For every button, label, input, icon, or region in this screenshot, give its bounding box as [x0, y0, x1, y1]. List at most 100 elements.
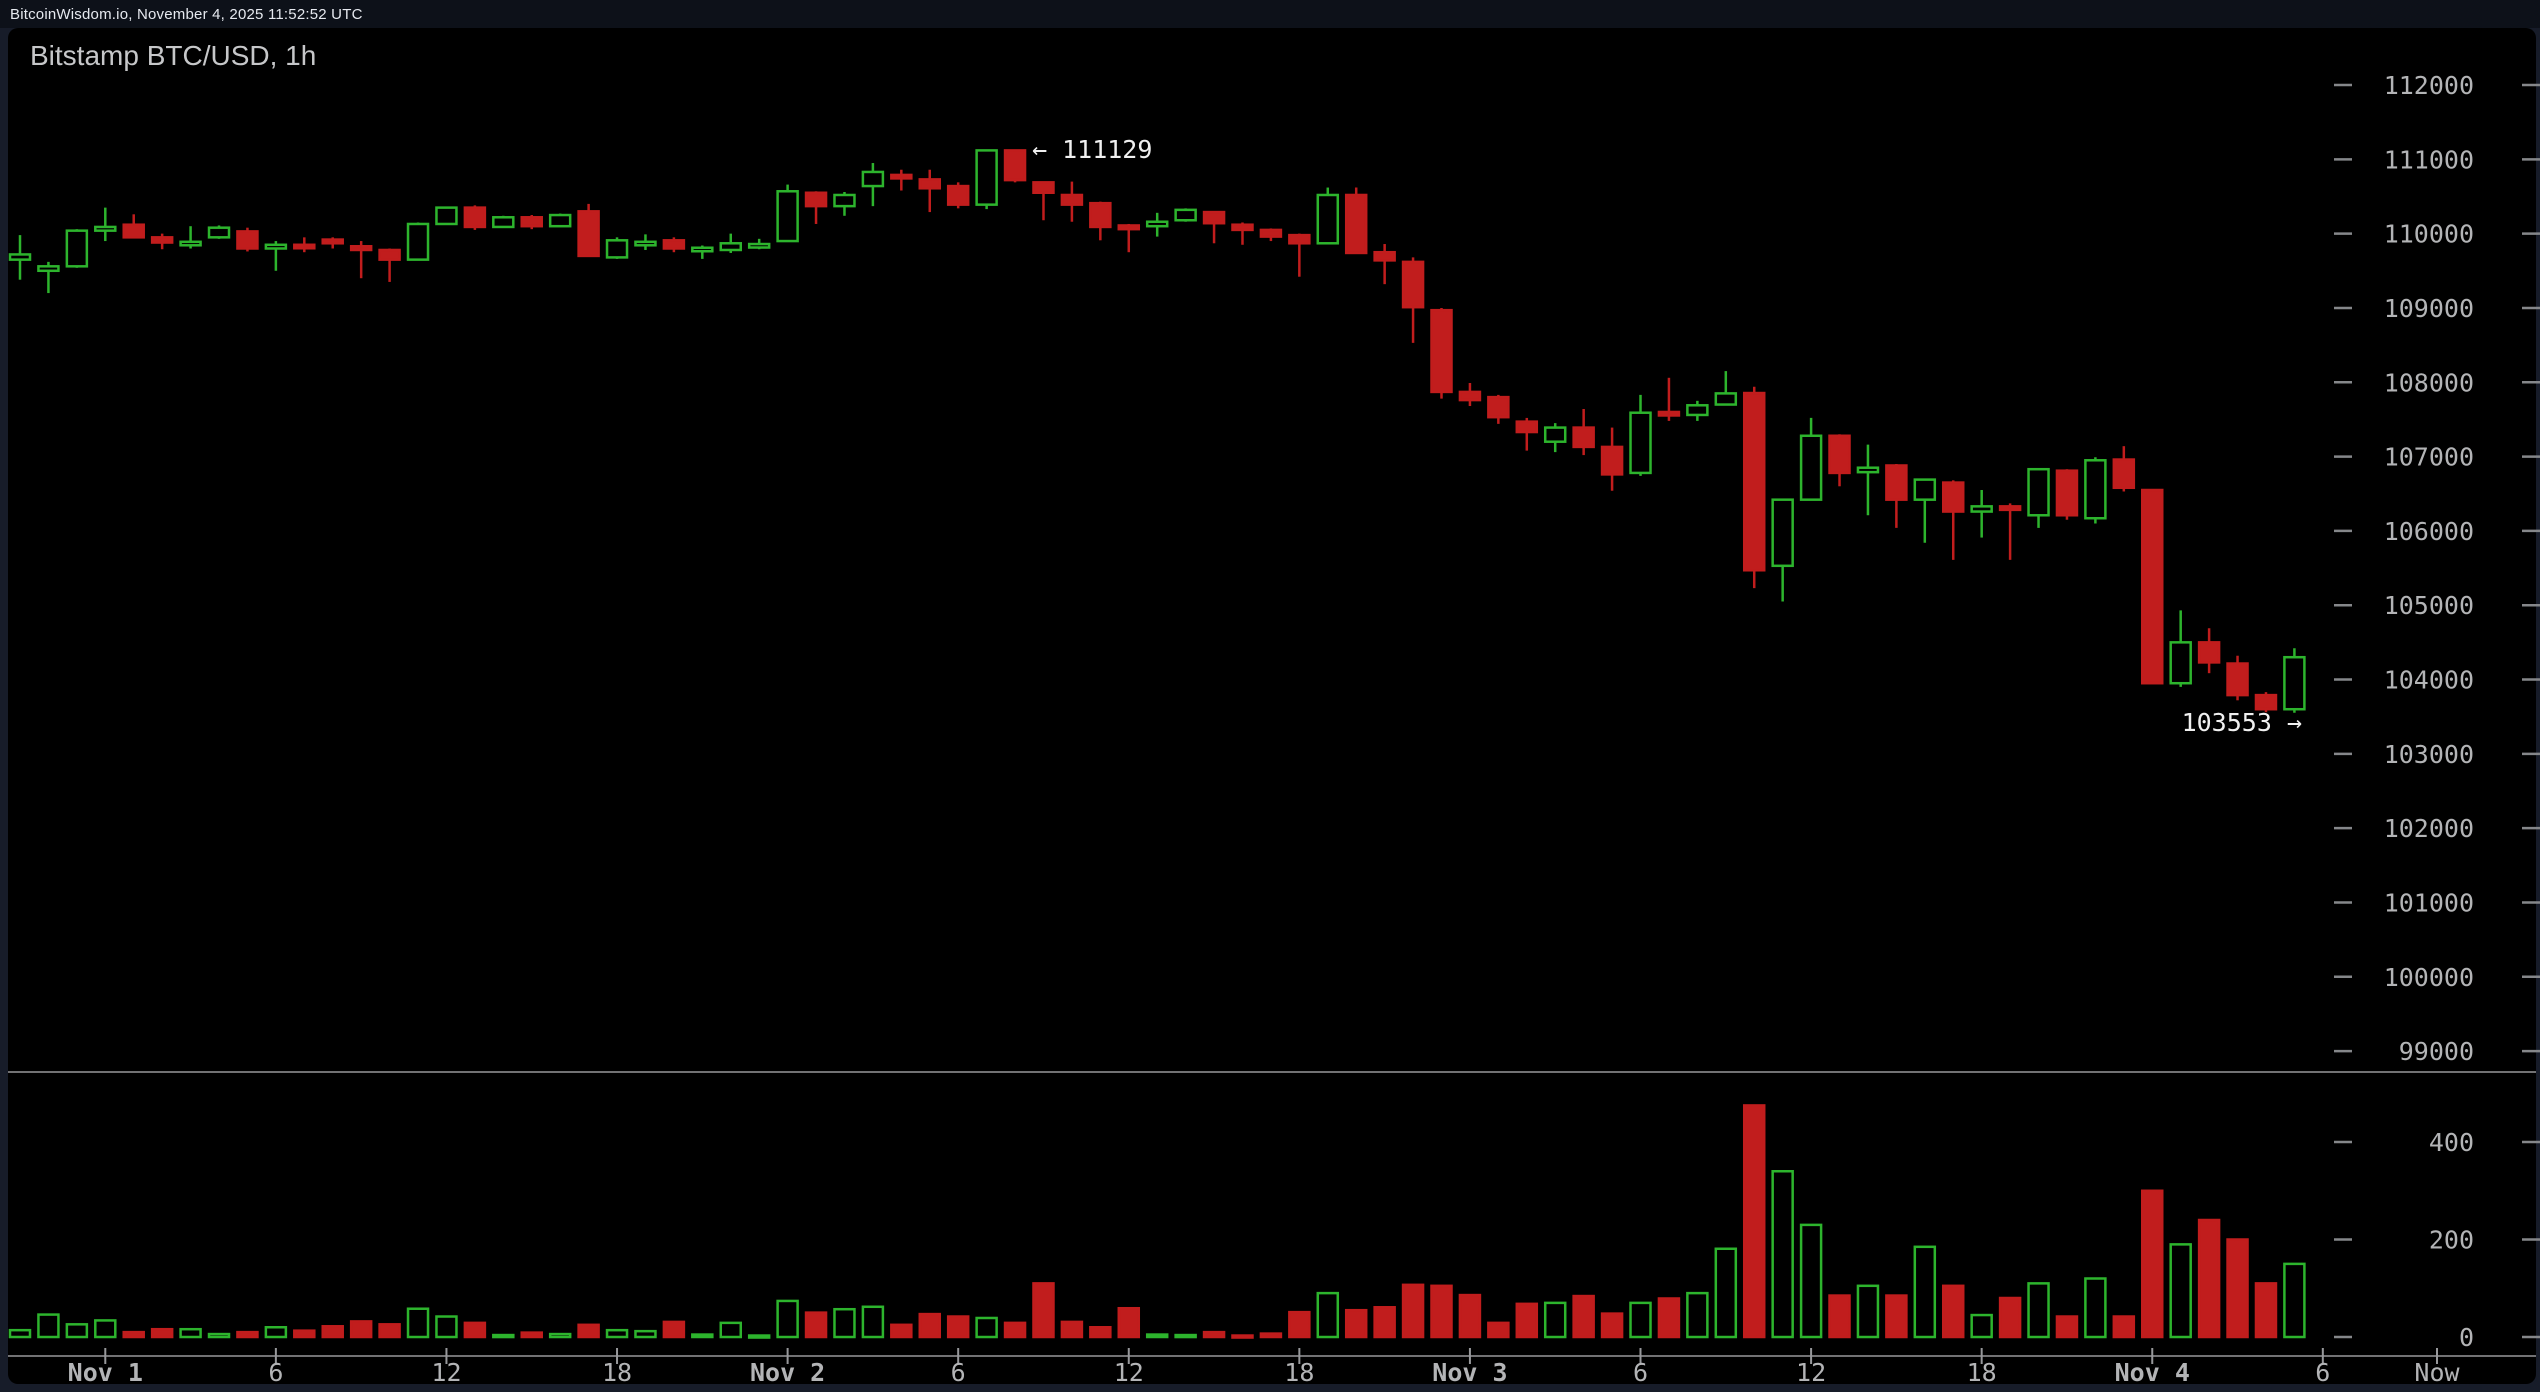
volume-bar	[520, 1331, 543, 1339]
candle-down	[122, 223, 145, 239]
candle-down	[1998, 505, 2022, 512]
time-label: 18	[1967, 1358, 1997, 1387]
volume-bar	[1771, 1170, 1794, 1339]
low-annotation: 103553 →	[2182, 708, 2302, 737]
volume-layer	[8, 1104, 2306, 1339]
candle-down	[463, 206, 487, 229]
volume-tick-label: 0	[2459, 1323, 2474, 1352]
volume-bar	[1288, 1310, 1311, 1339]
volume-bar	[1174, 1333, 1197, 1339]
volume-bar	[890, 1323, 913, 1339]
volume-bar	[1515, 1302, 1539, 1339]
candle-up	[691, 246, 714, 253]
volume-bar	[492, 1333, 515, 1339]
volume-bar	[1799, 1223, 1823, 1339]
candle-up	[264, 243, 288, 250]
volume-bar	[1970, 1313, 1993, 1339]
candle-down	[321, 238, 344, 245]
candle-up	[1145, 220, 1169, 228]
candle-down	[1259, 228, 1283, 238]
price-tick-label: 107000	[2384, 443, 2474, 472]
volume-bar	[1657, 1297, 1681, 1339]
candle-up	[1543, 426, 1567, 443]
time-label: 6	[1633, 1358, 1648, 1387]
candle-up	[1174, 208, 1197, 222]
candle-down	[1117, 224, 1141, 231]
candle-down	[1657, 410, 1681, 417]
volume-bar	[1543, 1301, 1567, 1339]
volume-bar	[2112, 1315, 2136, 1339]
candle-down	[1430, 308, 1453, 394]
price-tick-label: 102000	[2384, 814, 2474, 843]
price-tick-label: 110000	[2384, 220, 2474, 249]
header-status-text: BitcoinWisdom.io, November 4, 2025 11:52…	[10, 5, 363, 23]
volume-bar	[1231, 1334, 1254, 1339]
volume-bar	[1089, 1326, 1112, 1339]
volume-bar	[1828, 1294, 1851, 1339]
candle-down	[150, 236, 174, 244]
volume-bar	[1003, 1321, 1027, 1339]
price-tick-label: 108000	[2384, 368, 2474, 397]
volume-bar	[946, 1315, 970, 1339]
volume-bar	[463, 1321, 487, 1339]
volume-bar	[1060, 1320, 1084, 1339]
volume-bar	[1686, 1291, 1709, 1339]
volume-bar	[293, 1329, 316, 1339]
volume-bar	[776, 1299, 799, 1339]
candle-down	[1742, 391, 1766, 572]
volume-bar	[1117, 1306, 1141, 1339]
candle-up	[94, 225, 117, 232]
volume-bar	[1856, 1284, 1880, 1339]
price-tick-label: 111000	[2384, 145, 2474, 174]
candle-down	[577, 210, 600, 258]
volume-bar	[378, 1323, 401, 1339]
price-tick-label: 101000	[2384, 888, 2474, 917]
candle-down	[2141, 488, 2164, 685]
candle-up	[8, 253, 32, 261]
axes-layer: 112000 111000 110000 109000 108000 107000 1060…	[8, 71, 2540, 1387]
candle-up	[2027, 467, 2050, 517]
candle-up	[861, 170, 885, 188]
candle-up	[1629, 411, 1652, 475]
candle-down	[1089, 201, 1112, 229]
volume-bar	[207, 1332, 231, 1339]
candle-up	[65, 229, 89, 268]
candle-up	[2084, 459, 2107, 520]
volume-bar	[1714, 1247, 1738, 1339]
volume-bar	[2226, 1238, 2249, 1339]
candle-down	[1344, 193, 1368, 255]
volume-bar	[1742, 1104, 1766, 1339]
volume-bar	[1629, 1301, 1652, 1339]
candle-down	[1458, 390, 1482, 402]
volume-bar	[406, 1307, 430, 1339]
candles-layer	[8, 149, 2306, 713]
time-label: 6	[2315, 1358, 2330, 1387]
time-label: 12	[1796, 1358, 1826, 1387]
header-bar: BitcoinWisdom.io, November 4, 2025 11:52…	[0, 0, 2540, 28]
time-label: 12	[1114, 1358, 1144, 1387]
volume-bar	[918, 1312, 942, 1339]
candle-up	[719, 242, 742, 252]
price-tick-label: 109000	[2384, 294, 2474, 323]
candle-up	[1714, 392, 1738, 406]
candle-up	[975, 149, 998, 206]
candle-up	[207, 226, 231, 239]
volume-bar	[1487, 1321, 1510, 1339]
volume-bar	[1458, 1293, 1482, 1339]
candle-up	[179, 240, 202, 247]
candle-down	[1600, 445, 1624, 476]
candle-down	[349, 245, 373, 252]
volume-bar	[1885, 1294, 1908, 1339]
time-label: 6	[951, 1358, 966, 1387]
volume-bar	[8, 1328, 32, 1339]
volume-bar	[975, 1316, 998, 1339]
volume-bar	[1941, 1284, 1965, 1339]
volume-bar	[1259, 1332, 1283, 1339]
candle-up	[776, 190, 799, 243]
candle-down	[1828, 434, 1851, 475]
volume-bar	[1373, 1306, 1396, 1339]
candle-up	[2169, 641, 2192, 685]
candle-down	[890, 173, 913, 180]
volume-bar	[691, 1333, 714, 1339]
